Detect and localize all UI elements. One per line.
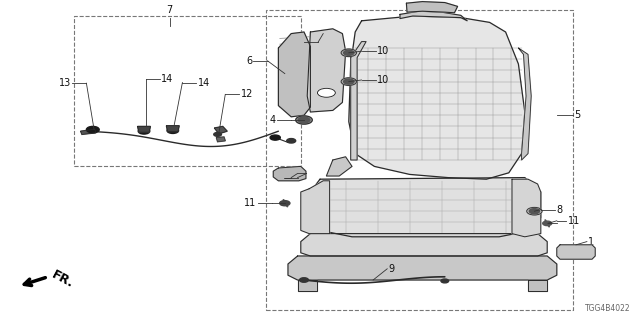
- Text: 12: 12: [241, 89, 253, 100]
- Circle shape: [341, 78, 356, 85]
- Circle shape: [543, 221, 552, 226]
- Text: TGG4B4022: TGG4B4022: [585, 304, 630, 313]
- Bar: [266, 10, 573, 310]
- Polygon shape: [518, 48, 531, 160]
- Circle shape: [296, 116, 312, 124]
- Polygon shape: [349, 16, 525, 179]
- Polygon shape: [273, 166, 306, 181]
- Text: 6: 6: [246, 56, 252, 66]
- Polygon shape: [512, 179, 541, 237]
- Polygon shape: [406, 2, 458, 13]
- Polygon shape: [278, 32, 310, 117]
- Text: 1: 1: [588, 236, 595, 247]
- Polygon shape: [557, 245, 595, 259]
- Circle shape: [138, 128, 150, 134]
- Text: FR.: FR.: [50, 268, 76, 291]
- Text: 4: 4: [269, 115, 276, 125]
- Circle shape: [344, 79, 354, 84]
- Text: 11: 11: [568, 216, 580, 226]
- Text: 14: 14: [198, 77, 210, 88]
- Circle shape: [529, 209, 540, 214]
- Circle shape: [214, 132, 221, 136]
- Circle shape: [300, 278, 308, 282]
- Circle shape: [86, 126, 99, 133]
- Circle shape: [527, 207, 542, 215]
- Polygon shape: [351, 42, 366, 160]
- Text: 3: 3: [296, 37, 303, 47]
- Bar: [74, 16, 301, 166]
- Polygon shape: [310, 178, 541, 237]
- Circle shape: [280, 201, 290, 206]
- Circle shape: [287, 139, 296, 143]
- Text: 2: 2: [277, 172, 284, 183]
- Polygon shape: [307, 29, 346, 112]
- Circle shape: [441, 279, 449, 283]
- Text: 13: 13: [59, 78, 71, 88]
- Polygon shape: [81, 129, 96, 134]
- Circle shape: [167, 128, 179, 133]
- Text: 10: 10: [377, 75, 389, 85]
- Polygon shape: [216, 137, 225, 142]
- Polygon shape: [326, 157, 352, 176]
- Text: 10: 10: [377, 46, 389, 56]
- Text: 9: 9: [388, 264, 395, 274]
- Circle shape: [341, 49, 356, 57]
- Circle shape: [298, 117, 310, 123]
- Polygon shape: [298, 280, 317, 291]
- Polygon shape: [301, 234, 547, 256]
- Text: 2: 2: [276, 172, 282, 183]
- Polygon shape: [138, 126, 150, 132]
- Polygon shape: [400, 11, 467, 21]
- Text: 14: 14: [161, 74, 173, 84]
- Polygon shape: [528, 280, 547, 291]
- Text: 5: 5: [574, 110, 580, 120]
- Polygon shape: [166, 126, 179, 132]
- Polygon shape: [288, 256, 557, 280]
- Polygon shape: [301, 181, 330, 234]
- Text: 11: 11: [244, 198, 257, 208]
- Polygon shape: [214, 126, 227, 134]
- Circle shape: [270, 135, 280, 140]
- Text: 7: 7: [166, 5, 173, 15]
- Circle shape: [317, 88, 335, 97]
- Circle shape: [344, 50, 354, 55]
- Text: 8: 8: [556, 204, 563, 215]
